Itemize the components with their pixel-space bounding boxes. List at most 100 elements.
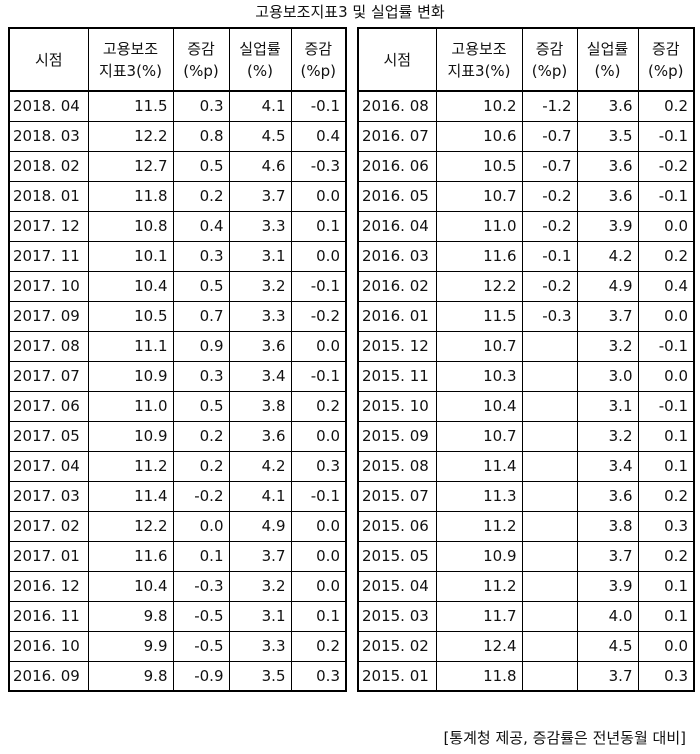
column-header-indicator3-change: 증감 (%p) <box>521 27 578 92</box>
cell-date: 2018. 02 <box>8 150 89 182</box>
column-header-unemployment-rate: 실업률 (%) <box>228 27 292 92</box>
cell-indicator3: 10.7 <box>435 180 523 212</box>
cell-unemployment-change: -0.1 <box>290 270 347 302</box>
cell-unemployment-rate: 3.2 <box>228 570 292 602</box>
cell-indicator3: 10.9 <box>87 420 174 452</box>
cell-unemployment-rate: 3.3 <box>228 630 292 662</box>
cell-unemployment-change: 0.0 <box>290 510 347 542</box>
cell-unemployment-change: 0.0 <box>290 420 347 452</box>
cell-unemployment-change: 0.0 <box>290 330 347 362</box>
column-header-unemployment-change: 증감 (%p) <box>637 27 695 92</box>
table-row: 2017. 12 10.8 0.4 3.3 0.1 <box>8 210 347 242</box>
cell-unemployment-rate: 4.0 <box>576 600 639 632</box>
header-line: (%) <box>247 61 273 80</box>
table-row: 2018. 01 11.8 0.2 3.7 0.0 <box>8 180 347 212</box>
cell-unemployment-rate: 3.8 <box>228 390 292 422</box>
table-row: 2017. 10 10.4 0.5 3.2 -0.1 <box>8 270 347 302</box>
cell-unemployment-rate: 4.2 <box>576 240 639 272</box>
cell-indicator3: 12.7 <box>87 150 174 182</box>
cell-date: 2015. 07 <box>357 480 437 512</box>
cell-unemployment-rate: 4.5 <box>228 120 292 152</box>
cell-date: 2016. 09 <box>8 660 89 692</box>
table-row: 2017. 04 11.2 0.2 4.2 0.3 <box>8 450 347 482</box>
table-body: 2018. 04 11.5 0.3 4.1 -0.1 2018. 03 12.2 0.8 4.5… <box>8 90 347 692</box>
cell-date: 2017. 11 <box>8 240 89 272</box>
cell-indicator3: 11.7 <box>435 600 523 632</box>
cell-indicator3-change: -0.2 <box>521 270 578 302</box>
table-row: 2015. 03 11.7 4.0 0.1 <box>357 600 695 632</box>
cell-date: 2017. 01 <box>8 540 89 572</box>
cell-indicator3-change: -0.2 <box>521 180 578 212</box>
table-row: 2017. 02 12.2 0.0 4.9 0.0 <box>8 510 347 542</box>
cell-indicator3-change: 0.2 <box>172 420 230 452</box>
cell-indicator3-change <box>521 510 578 542</box>
cell-unemployment-rate: 3.1 <box>228 240 292 272</box>
cell-unemployment-rate: 4.5 <box>576 630 639 662</box>
cell-indicator3-change <box>521 630 578 662</box>
cell-unemployment-change: 0.2 <box>637 480 695 512</box>
cell-unemployment-rate: 3.6 <box>576 150 639 182</box>
header-line: 증감 <box>304 39 333 58</box>
cell-indicator3-change: 0.3 <box>172 90 230 122</box>
cell-indicator3: 10.5 <box>87 300 174 332</box>
cell-unemployment-rate: 3.6 <box>576 180 639 212</box>
table-title: 고용보조지표3 및 실업률 변화 <box>255 3 445 21</box>
header-row: 시점 고용보조 지표3(%) 증감 (%p) 실업률 (%) 증감 (%p) <box>357 27 695 92</box>
cell-indicator3-change <box>521 330 578 362</box>
cell-indicator3-change: 0.4 <box>172 210 230 242</box>
table-row: 2017. 01 11.6 0.1 3.7 0.0 <box>8 540 347 572</box>
cell-unemployment-change: -0.2 <box>290 300 347 332</box>
cell-date: 2015. 01 <box>357 660 437 692</box>
cell-indicator3-change: 0.1 <box>172 540 230 572</box>
cell-date: 2016. 10 <box>8 630 89 662</box>
cell-indicator3: 11.5 <box>87 90 174 122</box>
table-row: 2016. 10 9.9 -0.5 3.3 0.2 <box>8 630 347 662</box>
cell-indicator3: 11.2 <box>435 510 523 542</box>
table-row: 2018. 04 11.5 0.3 4.1 -0.1 <box>8 90 347 122</box>
cell-unemployment-rate: 3.6 <box>576 480 639 512</box>
table-row: 2015. 07 11.3 3.6 0.2 <box>357 480 695 512</box>
header-line: (%p) <box>183 61 219 80</box>
cell-date: 2016. 11 <box>8 600 89 632</box>
header-line: 실업률 <box>586 39 629 58</box>
cell-indicator3-change <box>521 450 578 482</box>
cell-unemployment-rate: 3.0 <box>576 360 639 392</box>
cell-unemployment-change: 0.3 <box>290 660 347 692</box>
cell-unemployment-change: 0.1 <box>637 570 695 602</box>
table-row: 2016. 03 11.6 -0.1 4.2 0.2 <box>357 240 695 272</box>
cell-indicator3-change: 0.0 <box>172 510 230 542</box>
cell-indicator3: 10.1 <box>87 240 174 272</box>
table-row: 2015. 04 11.2 3.9 0.1 <box>357 570 695 602</box>
cell-indicator3: 10.9 <box>87 360 174 392</box>
cell-indicator3: 9.8 <box>87 660 174 692</box>
cell-date: 2016. 08 <box>357 90 437 122</box>
cell-indicator3: 11.4 <box>435 450 523 482</box>
cell-unemployment-rate: 3.3 <box>228 300 292 332</box>
column-header-unemployment-change: 증감 (%p) <box>290 27 347 92</box>
cell-unemployment-rate: 3.2 <box>576 330 639 362</box>
cell-unemployment-change: 0.0 <box>637 300 695 332</box>
cell-date: 2015. 03 <box>357 600 437 632</box>
cell-indicator3: 10.7 <box>435 420 523 452</box>
cell-indicator3-change: -0.7 <box>521 120 578 152</box>
column-header-unemployment-rate: 실업률 (%) <box>576 27 639 92</box>
cell-date: 2018. 04 <box>8 90 89 122</box>
cell-unemployment-change: 0.2 <box>637 540 695 572</box>
cell-unemployment-rate: 3.3 <box>228 210 292 242</box>
cell-unemployment-change: 0.1 <box>637 420 695 452</box>
header-line: 시점 <box>383 50 412 69</box>
cell-date: 2015. 10 <box>357 390 437 422</box>
cell-indicator3: 10.9 <box>435 540 523 572</box>
cell-unemployment-rate: 3.2 <box>228 270 292 302</box>
cell-date: 2017. 03 <box>8 480 89 512</box>
cell-indicator3: 9.8 <box>87 600 174 632</box>
cell-unemployment-rate: 4.9 <box>576 270 639 302</box>
table-row: 2015. 01 11.8 3.7 0.3 <box>357 660 695 692</box>
cell-unemployment-change: -0.3 <box>290 150 347 182</box>
data-table-left: 시점 고용보조 지표3(%) 증감 (%p) 실업률 (%) 증감 (%p) 2018. 04 1… <box>8 27 347 692</box>
table-row: 2016. 12 10.4 -0.3 3.2 0.0 <box>8 570 347 602</box>
cell-unemployment-change: 0.3 <box>290 450 347 482</box>
table-row: 2016. 06 10.5 -0.7 3.6 -0.2 <box>357 150 695 182</box>
cell-indicator3-change: 0.5 <box>172 270 230 302</box>
cell-unemployment-rate: 3.1 <box>576 390 639 422</box>
